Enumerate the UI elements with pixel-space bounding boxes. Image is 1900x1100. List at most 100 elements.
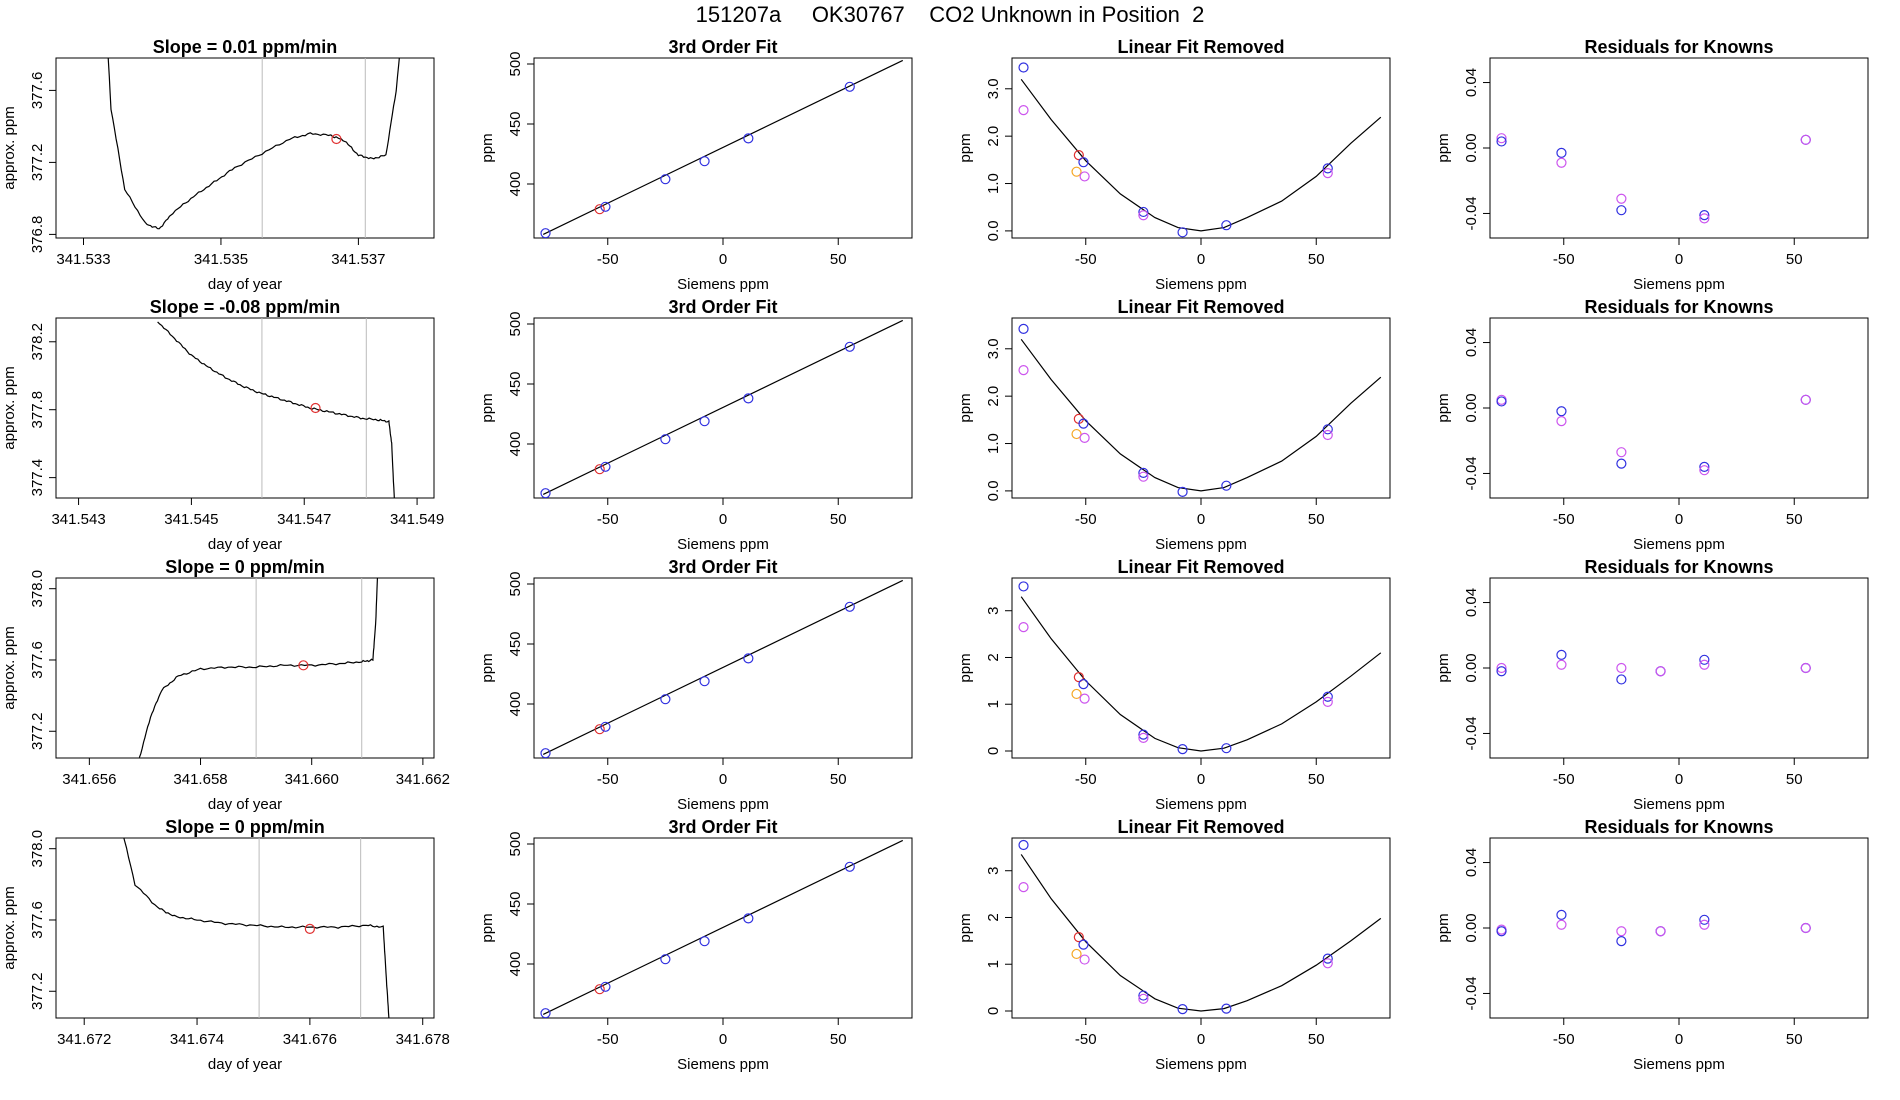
data-point bbox=[1073, 932, 1084, 943]
panel-title: Slope = 0.01 ppm/min bbox=[153, 37, 338, 57]
plot-area bbox=[1496, 394, 1811, 476]
data-point bbox=[594, 464, 605, 475]
y-tick-label: 500 bbox=[507, 51, 524, 76]
data-point bbox=[1616, 205, 1627, 216]
data-point bbox=[1079, 171, 1090, 182]
data-point bbox=[1800, 662, 1811, 674]
data-point bbox=[540, 228, 551, 238]
chart-panel-1: Slope = 0.01 ppm/min day of year approx. p… bbox=[1, 37, 435, 293]
data-point bbox=[1496, 133, 1507, 144]
y-axis-label: ppm bbox=[1435, 133, 1452, 162]
y-tick-label: 2 bbox=[985, 653, 1002, 661]
data-point bbox=[1078, 157, 1089, 168]
y-tick-label: 1 bbox=[985, 960, 1002, 968]
data-point bbox=[1071, 688, 1082, 700]
panel-title: Residuals for Knowns bbox=[1584, 557, 1773, 577]
fit-point-marker bbox=[298, 660, 309, 671]
data-point bbox=[1556, 415, 1567, 427]
figure-title: 151207a OK30767 CO2 Unknown in Position … bbox=[695, 2, 1205, 27]
data-point bbox=[1071, 948, 1082, 960]
y-tick-label: 400 bbox=[507, 171, 524, 196]
data-point bbox=[1556, 147, 1567, 159]
y-tick-label: 400 bbox=[507, 951, 524, 976]
y-axis-label: approx. ppm bbox=[1, 626, 18, 709]
data-point bbox=[1699, 461, 1710, 473]
data-point bbox=[660, 434, 671, 445]
y-tick-label: 2.0 bbox=[985, 126, 1002, 147]
x-tick-label: -50 bbox=[1075, 251, 1097, 268]
y-tick-label: 0.0 bbox=[985, 480, 1002, 501]
data-point bbox=[1018, 62, 1029, 73]
data-point bbox=[660, 954, 671, 965]
y-axis-label: ppm bbox=[1435, 653, 1452, 682]
panel-title: Slope = 0 ppm/min bbox=[165, 557, 325, 577]
x-tick-label: 341.543 bbox=[51, 511, 105, 528]
data-point bbox=[1616, 674, 1627, 685]
data-point bbox=[1221, 743, 1232, 754]
y-tick-label: 376.8 bbox=[29, 216, 46, 254]
data-point bbox=[1138, 729, 1149, 740]
y-tick-label: 3 bbox=[985, 607, 1002, 615]
x-tick-label: 0 bbox=[1197, 1031, 1205, 1048]
x-tick-label: 50 bbox=[1786, 511, 1803, 528]
x-tick-label: 341.660 bbox=[285, 771, 339, 788]
data-point bbox=[1138, 732, 1149, 743]
y-tick-label: 500 bbox=[507, 831, 524, 856]
plot-frame bbox=[55, 837, 435, 1019]
x-tick-label: 0 bbox=[1675, 511, 1683, 528]
data-point bbox=[743, 133, 754, 144]
chart-panel-11: Linear Fit Removed Siemens ppm ppm -50 0 50 0 1… bbox=[957, 557, 1391, 813]
data-point bbox=[1078, 679, 1089, 690]
data-trace bbox=[157, 321, 395, 498]
y-tick-label: 0.00 bbox=[1463, 653, 1480, 682]
data-point bbox=[1079, 432, 1090, 443]
data-point bbox=[1699, 659, 1710, 670]
fit-curve bbox=[1020, 854, 1382, 1012]
y-tick-label: 377.2 bbox=[29, 712, 46, 750]
panel-title: Linear Fit Removed bbox=[1117, 557, 1284, 577]
x-tick-label: 341.549 bbox=[390, 511, 444, 528]
data-point bbox=[660, 174, 671, 185]
data-point bbox=[1322, 696, 1333, 707]
y-tick-label: 0.04 bbox=[1463, 588, 1480, 617]
data-point bbox=[743, 393, 754, 404]
plot-area bbox=[1496, 649, 1811, 685]
x-axis-label: day of year bbox=[208, 536, 282, 553]
data-point bbox=[1018, 581, 1029, 592]
y-axis-label: approx. ppm bbox=[1, 366, 18, 449]
data-point bbox=[1078, 418, 1089, 429]
data-point bbox=[1177, 486, 1188, 497]
plot-frame bbox=[1489, 577, 1869, 759]
data-point bbox=[1556, 919, 1567, 930]
x-tick-label: 50 bbox=[1308, 511, 1325, 528]
data-point bbox=[699, 676, 710, 687]
data-point bbox=[1322, 691, 1333, 702]
plot-frame bbox=[55, 317, 435, 499]
data-point bbox=[1556, 649, 1567, 661]
y-tick-label: 2 bbox=[985, 913, 1002, 921]
data-point bbox=[1322, 429, 1333, 441]
data-point bbox=[1177, 227, 1188, 238]
x-tick-label: 341.662 bbox=[396, 771, 450, 788]
x-axis-label: Siemens ppm bbox=[1155, 536, 1247, 553]
x-tick-label: -50 bbox=[597, 511, 619, 528]
y-tick-label: 377.6 bbox=[29, 72, 46, 110]
x-tick-label: 0 bbox=[1675, 771, 1683, 788]
data-point bbox=[1496, 662, 1507, 674]
x-tick-label: -50 bbox=[597, 1031, 619, 1048]
x-tick-label: 50 bbox=[1308, 1031, 1325, 1048]
plot-frame bbox=[1489, 57, 1869, 239]
panel-title: 3rd Order Fit bbox=[668, 557, 777, 577]
x-tick-label: 0 bbox=[1197, 251, 1205, 268]
x-tick-label: 0 bbox=[1675, 251, 1683, 268]
panel-title: Slope = -0.08 ppm/min bbox=[150, 297, 341, 317]
y-tick-label: 450 bbox=[507, 891, 524, 916]
x-tick-label: 341.547 bbox=[277, 511, 331, 528]
x-axis-label: Siemens ppm bbox=[1633, 796, 1725, 813]
x-tick-label: 0 bbox=[719, 771, 727, 788]
chart-panel-4: Residuals for Knowns Siemens ppm ppm -50 0 50… bbox=[1435, 37, 1869, 293]
y-tick-label: 3.0 bbox=[985, 338, 1002, 359]
data-point bbox=[743, 913, 754, 924]
plot-area bbox=[1018, 62, 1382, 238]
x-tick-label: -50 bbox=[1553, 1031, 1575, 1048]
